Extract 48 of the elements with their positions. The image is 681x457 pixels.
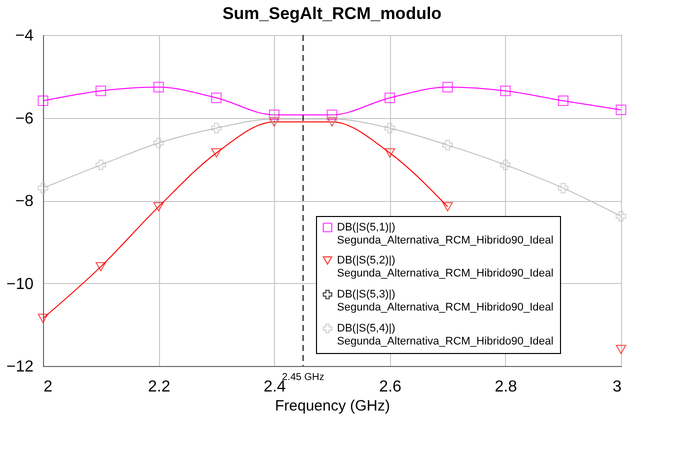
point: [96, 86, 106, 96]
point: [268, 110, 280, 120]
point: [558, 96, 568, 106]
point: [384, 148, 396, 158]
point: [96, 262, 106, 272]
point: [326, 114, 338, 124]
point: [38, 314, 48, 324]
x-tick-label: 2.2: [148, 378, 170, 396]
legend-label: DB(|S(5,2)|) Segunda_Alternativa_RCM_Hibrido90_Ideal: [337, 254, 554, 280]
point: [38, 182, 48, 194]
point: [326, 117, 338, 126]
point: [268, 114, 280, 124]
x-tick-label: 3: [612, 378, 622, 396]
point: [500, 86, 511, 96]
point: [558, 182, 568, 194]
y-tick-label: −6: [15, 110, 34, 128]
point: [153, 82, 164, 92]
point: [442, 140, 453, 150]
point: [616, 344, 626, 354]
point: [616, 210, 626, 222]
legend-label: DB(|S(5,3)|) Segunda_Alternativa_RCM_Hibrido90_Ideal: [337, 288, 554, 314]
y-tick-label: −8: [15, 193, 34, 210]
point: [96, 160, 106, 170]
point: [616, 104, 626, 116]
y-tick-label: −12: [6, 358, 34, 376]
point: [153, 202, 164, 212]
legend-label: DB(|S(5,1)|) Segunda_Alternativa_RCM_Hibrido90_Ideal: [337, 222, 554, 246]
point: [442, 82, 453, 92]
y-tick-label: −10: [6, 276, 34, 293]
x-axis-title: Frequency (GHz): [274, 398, 390, 414]
legend-label: DB(|S(5,4)|) Segunda_Alternativa_RCM_Hibrido90_Ideal: [337, 322, 554, 348]
point: [153, 138, 164, 148]
x-tick-label: 2: [44, 378, 52, 396]
point: [326, 110, 338, 120]
point: [38, 96, 48, 106]
chart-title: Sum_SegAlt_RCM_modulo: [222, 4, 442, 23]
point: [211, 92, 222, 104]
x-tick-label: 2.8: [494, 378, 518, 396]
point: [384, 122, 396, 134]
point: [442, 202, 453, 212]
point: [384, 92, 396, 104]
point: [211, 122, 222, 134]
x-tick-label: 2.6: [379, 378, 402, 396]
x-tick-label: 2.4: [264, 378, 286, 396]
point: [500, 160, 511, 170]
y-tick-label: −4: [15, 28, 34, 44]
point: [211, 148, 222, 158]
point: [268, 117, 280, 126]
